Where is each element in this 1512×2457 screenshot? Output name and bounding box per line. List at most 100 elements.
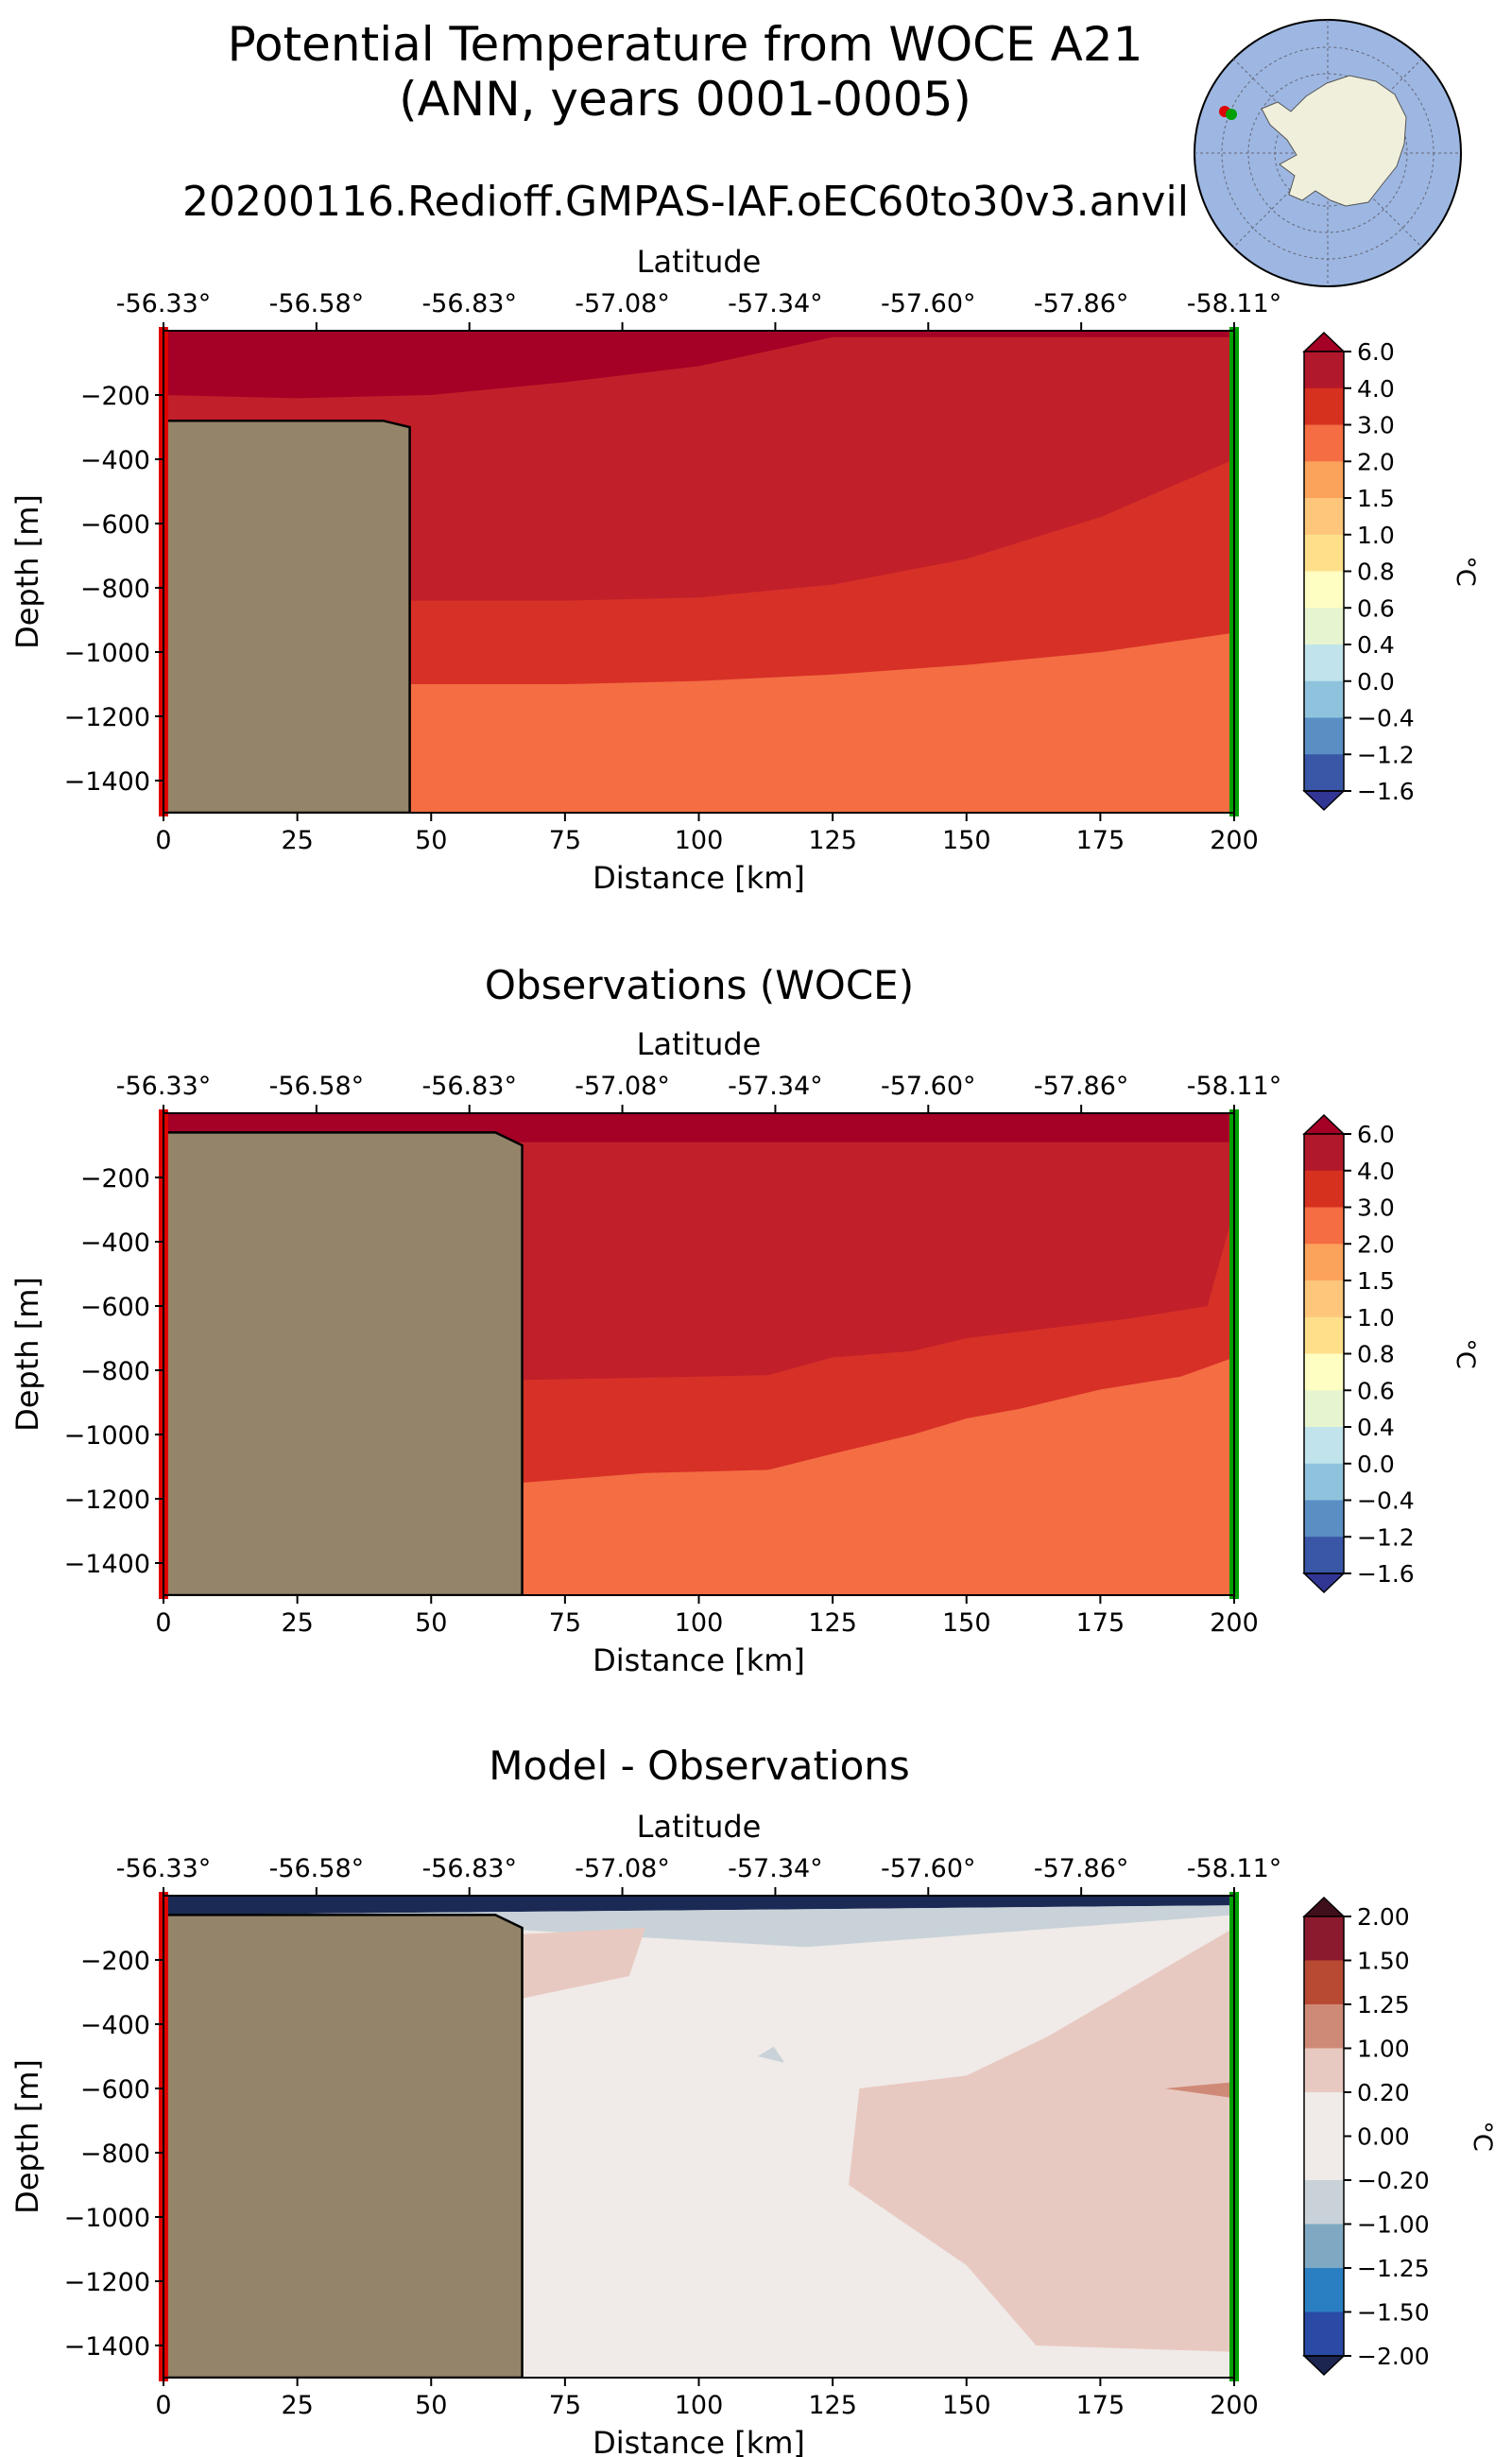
colorbar-segment <box>1304 1916 1344 1961</box>
colorbar-segment <box>1304 680 1344 718</box>
section-start-line <box>159 1892 168 2381</box>
colorbar-tick-label: 0.20 <box>1357 2079 1410 2106</box>
y-tick-label: −1200 <box>64 703 150 732</box>
colorbar-extend-bottom <box>1302 2355 1346 2377</box>
section-end-line <box>1229 1892 1239 2381</box>
colorbar-segment <box>1304 1427 1344 1465</box>
x-tick-label: 175 <box>1076 1608 1125 1638</box>
colorbar-tick-label: −1.00 <box>1357 2211 1430 2239</box>
band-3.0-4.0 <box>522 1210 1234 1595</box>
lat-tick-label: -57.34° <box>728 1854 823 1883</box>
colorbar-segment <box>1304 1134 1344 1172</box>
x-tick-label: 25 <box>281 1608 313 1638</box>
colorbar-tick-label: 0.4 <box>1357 631 1395 659</box>
colorbar-frame <box>1303 351 1345 792</box>
colorbar-segment <box>1304 1960 1344 2005</box>
lat-tick-label: -56.33° <box>116 1072 212 1101</box>
band-6-4 <box>163 1113 1234 1595</box>
lat-tick-label: -56.83° <box>421 1854 517 1883</box>
colorbar-label: °C <box>1468 2121 1497 2151</box>
colorbar-tick-label: 3.0 <box>1357 412 1395 439</box>
lat-tick-label: -56.58° <box>269 1072 365 1101</box>
colorbar-extend-top <box>1302 1113 1346 1135</box>
colorbar-segment <box>1304 2136 1344 2181</box>
colorbar-segment <box>1304 1170 1344 1208</box>
colorbar-segment <box>1304 754 1344 792</box>
colorbar-tick-label: 4.0 <box>1357 1158 1395 1185</box>
y-tick-label: −400 <box>80 1228 150 1258</box>
colorbar-segment <box>1304 2180 1344 2225</box>
figure-title: Potential Temperature from WOCE A21 (ANN… <box>0 17 1370 127</box>
colorbar-segment <box>1304 644 1344 682</box>
band-6-4 <box>163 331 1234 813</box>
y-axis-label: Depth [m] <box>9 1277 45 1432</box>
y-tick-label: −200 <box>80 382 150 411</box>
colorbar-segment <box>1304 608 1344 645</box>
positive-patch-west <box>522 1928 645 1999</box>
y-tick-label: −1400 <box>64 1550 150 1579</box>
section-end-line <box>1229 327 1239 816</box>
band-neutral <box>163 1896 1234 2378</box>
colorbar-tick-label: −0.20 <box>1357 2167 1430 2194</box>
contour-field <box>163 1896 1234 2378</box>
colorbar-tick-label: 0.6 <box>1357 1377 1395 1404</box>
colorbar-tick-label: 3.0 <box>1357 1194 1395 1222</box>
colorbar-tick-label: 0.0 <box>1357 668 1395 696</box>
colorbar-segment <box>1304 1316 1344 1354</box>
y-tick-label: −800 <box>80 575 150 604</box>
x-tick-label: 125 <box>808 2391 857 2420</box>
band-4.0-6.0 <box>163 336 1234 813</box>
top-axis-label: Latitude <box>637 244 762 280</box>
lat-tick-label: -57.34° <box>728 289 823 318</box>
lat-tick-label: -57.60° <box>881 289 976 318</box>
colorbar-tick-label: 1.25 <box>1357 1991 1410 2019</box>
colorbar-segment <box>1304 2004 1344 2049</box>
colorbar-extend-top <box>1302 331 1346 352</box>
panel-1-group: 0 25 50 75 100 125 150 175 200 Distance [km] −200 −… <box>9 1026 1480 1678</box>
top-axis-label: Latitude <box>637 1026 762 1062</box>
x-tick-label: 100 <box>675 2391 724 2420</box>
x-tick-label: 150 <box>942 1608 991 1638</box>
colorbar-tick-label: 2.0 <box>1357 1230 1395 1258</box>
colorbar-tick-label: −1.25 <box>1357 2255 1430 2282</box>
colorbar-tick-label: 1.0 <box>1357 522 1395 549</box>
x-tick-label: 150 <box>942 826 991 855</box>
colorbar-frame <box>1303 1916 1345 2357</box>
colorbar-tick-label: 0.8 <box>1357 558 1395 586</box>
colorbar-tick-label: −1.6 <box>1357 778 1415 805</box>
colorbar-segment <box>1304 1463 1344 1501</box>
y-tick-label: −800 <box>80 1357 150 1386</box>
y-tick-label: −800 <box>80 2139 150 2169</box>
colorbar-frame <box>1303 1133 1345 1574</box>
top-axis-label: Latitude <box>637 1809 762 1845</box>
contour-field <box>163 331 1234 813</box>
y-tick-label: −600 <box>80 510 150 540</box>
lat-tick-label: -57.60° <box>881 1854 976 1883</box>
x-tick-label: 75 <box>549 2391 581 2420</box>
plot-frame <box>163 1112 1235 1596</box>
x-axis-label: Distance [km] <box>593 2425 805 2457</box>
lat-tick-label: -56.58° <box>269 289 365 318</box>
x-tick-label: 0 <box>155 826 171 855</box>
lat-tick-label: -56.33° <box>116 289 212 318</box>
colorbar-tick-label: 6.0 <box>1357 1121 1395 1148</box>
lat-tick-label: -57.60° <box>881 1072 976 1101</box>
colorbar-tick-label: 0.6 <box>1357 594 1395 622</box>
x-tick-label: 0 <box>155 2391 171 2420</box>
figure-title-line1: Potential Temperature from WOCE A21 <box>227 17 1143 72</box>
near-surface-negative <box>163 1905 1234 1948</box>
x-tick-label: 175 <box>1076 2391 1125 2420</box>
colorbar-segment <box>1304 352 1344 389</box>
colorbar-segment <box>1304 2311 1344 2357</box>
positive-patch-east <box>849 1928 1234 2352</box>
colorbar-segment <box>1304 1390 1344 1428</box>
colorbar-tick-label: −1.6 <box>1357 1560 1415 1588</box>
lat-tick-label: -56.83° <box>421 1072 517 1101</box>
colorbar-segment <box>1304 1207 1344 1245</box>
colorbar-extend-top <box>1302 1896 1346 1917</box>
colorbar-label: °C <box>1451 1338 1480 1368</box>
colorbar-tick-label: 0.00 <box>1357 2123 1410 2151</box>
